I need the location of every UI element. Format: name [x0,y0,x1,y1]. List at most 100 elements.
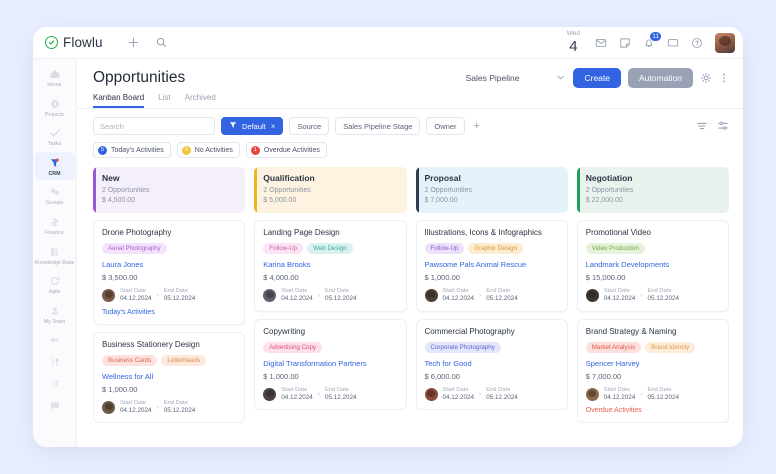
card-company-link[interactable]: Landmark Developments [585,260,670,270]
sidebar-item-chat-bubble[interactable] [35,395,75,416]
filter-chip-sales-pipeline-stage[interactable]: Sales Pipeline Stage [335,117,421,135]
column-header[interactable]: Proposal 2 Opportunities $ 7,000.00 [415,167,568,214]
card-tag[interactable]: Corporate Photography [424,341,501,353]
card-title: Landing Page Design [263,228,340,238]
sidebar-item-finance[interactable]: Finance [35,211,75,240]
card-avatar[interactable] [102,400,115,414]
kanban-column: Negotiation 2 Opportunities $ 22,000.00 Pro… [576,167,729,447]
close-icon[interactable]: × [270,121,276,131]
card-activity-status[interactable]: Today's Activities [102,308,155,316]
card-tag[interactable]: Follow-Up [263,243,304,255]
card-tags: Advertising Copy [263,341,397,353]
card-avatar[interactable] [585,387,599,401]
sidebar-item-crm[interactable]: CRM [34,151,75,181]
opportunity-card[interactable]: Landing Page Design Follow-Up Web Design Ka… [254,220,407,312]
opportunity-card[interactable]: Drone Photography Aerial Photography Laura… [93,220,246,325]
filter-chip-owner[interactable]: Owner [426,117,465,135]
end-date-label: End Date [647,288,672,295]
card-avatar[interactable] [424,387,438,401]
sidebar-item-tasks[interactable]: Tasks [35,122,75,151]
more-vertical-icon[interactable] [719,72,729,84]
sidebar-item-flow[interactable] [35,351,75,372]
sidebar-item-groups[interactable]: Groups [35,181,75,210]
card-tag[interactable]: Business Cards [102,354,158,366]
card-tag[interactable]: Follow-Up [424,243,465,255]
tab-kanban-board[interactable]: Kanban Board [93,93,145,108]
filter-row: Default × Source Sales Pipeline Stage Ow… [93,117,729,135]
sort-icon[interactable] [696,120,708,132]
sidebar-item-my-team[interactable]: My Team [35,300,75,329]
card-tag[interactable]: Advertising Copy [263,341,323,353]
opportunity-card[interactable]: Commercial Photography Corporate Photogra… [415,318,568,411]
card-start-date: Start Date 04.12.2024 [604,288,636,303]
sidebar-item-settings[interactable] [35,373,75,394]
automation-button[interactable]: Automation [628,68,693,88]
card-tag[interactable]: Video Production [585,243,645,255]
brand-name: Flowlu [63,35,103,50]
gear-icon[interactable] [700,72,712,84]
sidebar-label-tasks: Tasks [47,141,62,148]
filter-chip-source[interactable]: Source [289,117,330,135]
activity-chip-overdue-activities[interactable]: 1 Overdue Activities [245,142,327,158]
tab-list[interactable]: List [158,93,171,102]
card-avatar[interactable] [424,289,438,303]
opportunity-card[interactable]: Promotional Video Video Production Landmar… [576,220,729,312]
search-icon[interactable] [151,32,173,54]
card-tag[interactable]: Letterheads [161,354,207,366]
user-avatar[interactable] [715,32,735,53]
card-tag[interactable]: Aerial Photography [102,243,167,255]
sidebar-item-link[interactable] [35,329,75,350]
card-activity-status[interactable]: Overdue Activities [585,407,642,415]
sliders-icon[interactable] [717,120,729,132]
pipeline-select[interactable]: Sales Pipeline [464,70,567,86]
card-company-link[interactable]: Spencer Harvey [585,358,640,368]
opportunity-card[interactable]: Business Stationery Design Business Cards… [93,331,246,424]
chevron-right-icon: › [156,403,159,411]
card-avatar[interactable] [585,289,599,303]
opportunity-card[interactable]: Brand Strategy & Naming Market Analysis Br… [576,318,729,424]
filter-chip-default[interactable]: Default × [221,117,284,135]
bell-icon[interactable]: 11 [638,30,662,54]
card-tag[interactable]: Brand Identity [645,341,696,353]
sidebar-item-knowledge-base[interactable]: Knowledge Base [35,241,75,270]
sidebar-item-home[interactable]: Home [35,63,75,92]
card-tag[interactable]: Graphic Design [468,243,524,255]
end-date-value: 05.12.2024 [163,406,196,414]
card-tag[interactable]: Market Analysis [585,341,642,353]
card-company-link[interactable]: Tech for Good [424,358,472,368]
card-company-link[interactable]: Laura Jones [102,260,144,270]
search-input[interactable] [93,117,215,135]
card-company-link[interactable]: Digital Transformation Partners [263,358,367,368]
opportunity-card[interactable]: Illustrations, Icons & Infographics Follo… [415,220,568,312]
note-icon[interactable] [614,32,636,54]
activity-chip-todays-activities[interactable]: 5 Today's Activities [93,142,171,158]
sidebar-label-finance: Finance [45,230,64,237]
column-header[interactable]: Negotiation 2 Opportunities $ 22,000.00 [576,167,729,214]
card-start-date: Start Date 04.12.2024 [120,400,152,415]
mail-icon[interactable] [590,32,612,54]
sidebar-item-projects[interactable]: Projects [35,93,75,122]
card-tags: Business Cards Letterheads [102,354,236,366]
create-button[interactable]: Create [573,68,621,88]
plus-icon[interactable] [123,32,145,54]
sidebar-item-agile[interactable]: Agile [35,270,75,299]
column-title: Proposal [424,173,461,183]
column-header[interactable]: New 2 Opportunities $ 4,500.00 [93,167,246,214]
column-header[interactable]: Qualification 2 Opportunities $ 5,000.00 [254,167,407,214]
add-filter-button[interactable]: + [473,119,480,132]
card-company-link[interactable]: Wellness for All [102,371,154,381]
card-avatar[interactable] [263,387,277,401]
tab-archived[interactable]: Archived [184,93,216,102]
card-company-link[interactable]: Pawsome Pals Animal Rescue [424,260,527,270]
card-start-date: Start Date 04.12.2024 [443,387,475,402]
card-avatar[interactable] [102,289,115,303]
card-avatar[interactable] [263,289,277,303]
help-circle-icon[interactable] [686,32,708,54]
opportunity-card[interactable]: Copywriting Advertising Copy Digital Trans… [254,318,407,411]
card-tag[interactable]: Web Design [307,243,353,255]
activity-chip-no-activities[interactable]: 3 No Activities [176,142,240,158]
chat-icon[interactable] [662,32,684,54]
sidebar-label-projects: Projects [44,111,65,118]
card-company-link[interactable]: Karina Brooks [263,260,311,270]
brand-logo[interactable]: Flowlu [45,35,103,50]
